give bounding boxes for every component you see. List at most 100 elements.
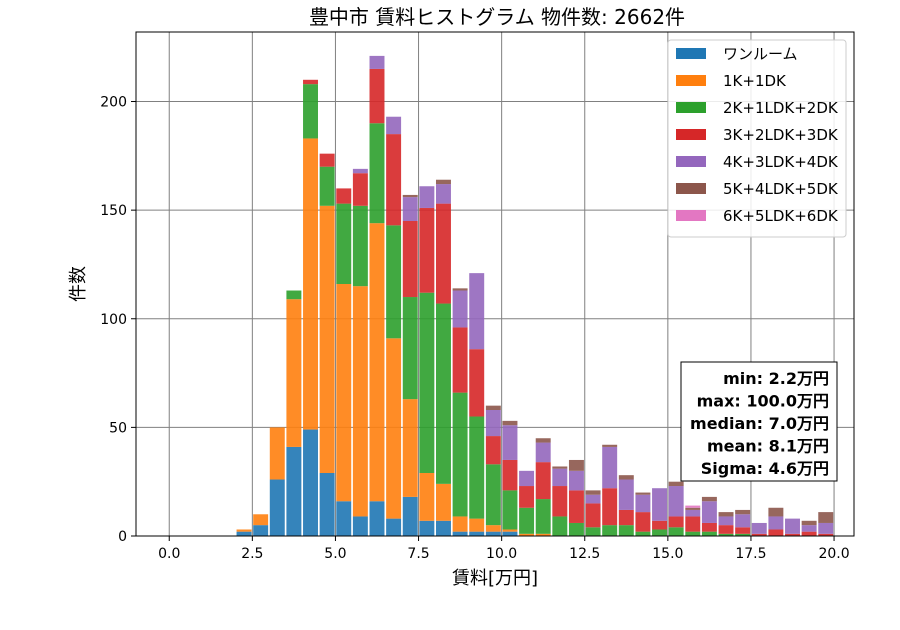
histogram-bar (735, 509, 751, 515)
histogram-bar (286, 299, 302, 447)
x-tick-label: 20.0 (818, 546, 849, 562)
x-tick-label: 7.5 (407, 546, 429, 562)
histogram-bar (419, 207, 435, 293)
legend-label: ワンルーム (723, 45, 798, 63)
legend-swatch (676, 75, 706, 86)
histogram-bar (303, 84, 318, 139)
histogram-bar (435, 520, 451, 536)
histogram-bar (552, 516, 568, 536)
histogram-bar (369, 68, 385, 124)
legend-label: 3K+2LDK+3DK (723, 126, 839, 144)
histogram-bars (236, 55, 834, 536)
legend-swatch (676, 48, 706, 59)
stats-line: max: 100.0万円 (697, 392, 829, 411)
histogram-bar (552, 466, 568, 469)
histogram-bar (469, 518, 485, 532)
legend-swatch (676, 210, 706, 221)
histogram-bar (485, 464, 501, 526)
y-tick-label: 100 (100, 312, 127, 328)
histogram-bar (535, 462, 551, 500)
histogram-bar (519, 533, 535, 536)
histogram-bar (568, 490, 584, 523)
histogram-bar (236, 531, 252, 536)
histogram-bar (419, 520, 435, 536)
histogram-bar (435, 179, 451, 185)
legend-swatch (676, 129, 706, 140)
histogram-bar (319, 205, 335, 474)
histogram-bar (685, 531, 701, 536)
histogram-bar (585, 503, 601, 528)
histogram-bar (618, 525, 634, 536)
histogram-bar (668, 527, 684, 536)
x-tick-label: 10.0 (486, 546, 517, 562)
stats-line: Sigma: 4.6万円 (701, 459, 829, 478)
legend-swatch (676, 156, 706, 167)
legend-swatch (676, 183, 706, 194)
histogram-bar (386, 116, 402, 135)
histogram-bar (502, 529, 518, 532)
histogram-bar (469, 416, 485, 519)
histogram-bar (236, 529, 252, 532)
histogram-bar (485, 531, 501, 536)
histogram-bar (685, 507, 701, 510)
histogram-bar (303, 79, 318, 85)
histogram-bar (419, 186, 435, 208)
stats-line: mean: 8.1万円 (707, 437, 829, 456)
histogram-bar (352, 286, 368, 517)
histogram-bar (336, 203, 352, 284)
histogram-bar (751, 522, 767, 534)
histogram-bar (336, 284, 352, 502)
x-tick-label: 15.0 (652, 546, 683, 562)
legend-swatch (676, 102, 706, 113)
histogram-bar (552, 486, 568, 517)
histogram-bar (502, 459, 518, 491)
histogram-bar (502, 420, 518, 426)
histogram-bar (435, 483, 451, 521)
histogram-bar (568, 522, 584, 536)
histogram-bar (402, 297, 418, 400)
legend-label: 1K+1DK (723, 72, 787, 90)
histogram-bar (801, 531, 817, 536)
histogram-bar (785, 533, 800, 536)
histogram-bar (801, 520, 817, 526)
histogram-bar (585, 494, 601, 504)
chart-title: 豊中市 賃料ヒストグラム 物件数: 2662件 (309, 5, 685, 29)
histogram-bar (519, 470, 535, 487)
histogram-bar (386, 518, 402, 536)
x-tick-label: 2.5 (241, 546, 263, 562)
histogram-bar (352, 205, 368, 287)
histogram-bar (319, 166, 335, 206)
histogram-bar (519, 507, 535, 534)
histogram-bar (718, 525, 734, 534)
histogram-bar (402, 399, 418, 497)
histogram-bar (369, 223, 385, 502)
axis-ticks: 0.0 2.5 5.0 7.5 10.0 12.5 15.0 17.5 20.0 0 50 100 15… (100, 95, 849, 562)
histogram-bar (369, 123, 385, 224)
histogram-bar (336, 501, 352, 536)
histogram-bar (469, 273, 485, 350)
histogram-bar (402, 194, 418, 198)
histogram-bar (352, 173, 368, 206)
histogram-bar (768, 507, 784, 517)
histogram-bar (386, 338, 402, 519)
histogram-bar (535, 442, 551, 463)
histogram-bar (701, 501, 717, 523)
histogram-bar (519, 486, 535, 508)
histogram-bar (652, 520, 668, 530)
histogram-bar (419, 292, 435, 473)
stats-box: min: 2.2万円 max: 100.0万円 median: 7.0万円 mean:… (680, 361, 838, 482)
plot-frame (135, 31, 855, 537)
legend-label: 4K+3LDK+4DK (723, 153, 839, 171)
histogram-bar (253, 525, 269, 536)
histogram-bar (535, 533, 551, 536)
histogram-bar (602, 446, 618, 489)
histogram-bar (352, 168, 368, 174)
histogram-bar (452, 531, 468, 536)
histogram-bar (502, 425, 518, 460)
y-tick-label: 50 (109, 420, 127, 436)
histogram-bar (701, 522, 717, 532)
histogram-bar (635, 531, 651, 536)
histogram-bar (369, 55, 385, 69)
stats-line: min: 2.2万円 (723, 369, 829, 388)
histogram-bar (768, 529, 784, 536)
